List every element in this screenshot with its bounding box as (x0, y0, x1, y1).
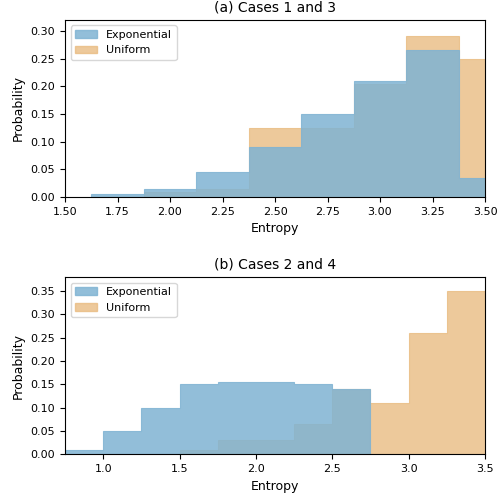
Y-axis label: Probability: Probability (12, 333, 25, 399)
Y-axis label: Probability: Probability (12, 76, 25, 141)
X-axis label: Entropy: Entropy (251, 222, 299, 236)
X-axis label: Entropy: Entropy (251, 480, 299, 493)
Title: (b) Cases 2 and 4: (b) Cases 2 and 4 (214, 258, 336, 272)
Legend: Exponential, Uniform: Exponential, Uniform (70, 283, 176, 317)
Title: (a) Cases 1 and 3: (a) Cases 1 and 3 (214, 0, 336, 14)
Legend: Exponential, Uniform: Exponential, Uniform (70, 25, 176, 60)
